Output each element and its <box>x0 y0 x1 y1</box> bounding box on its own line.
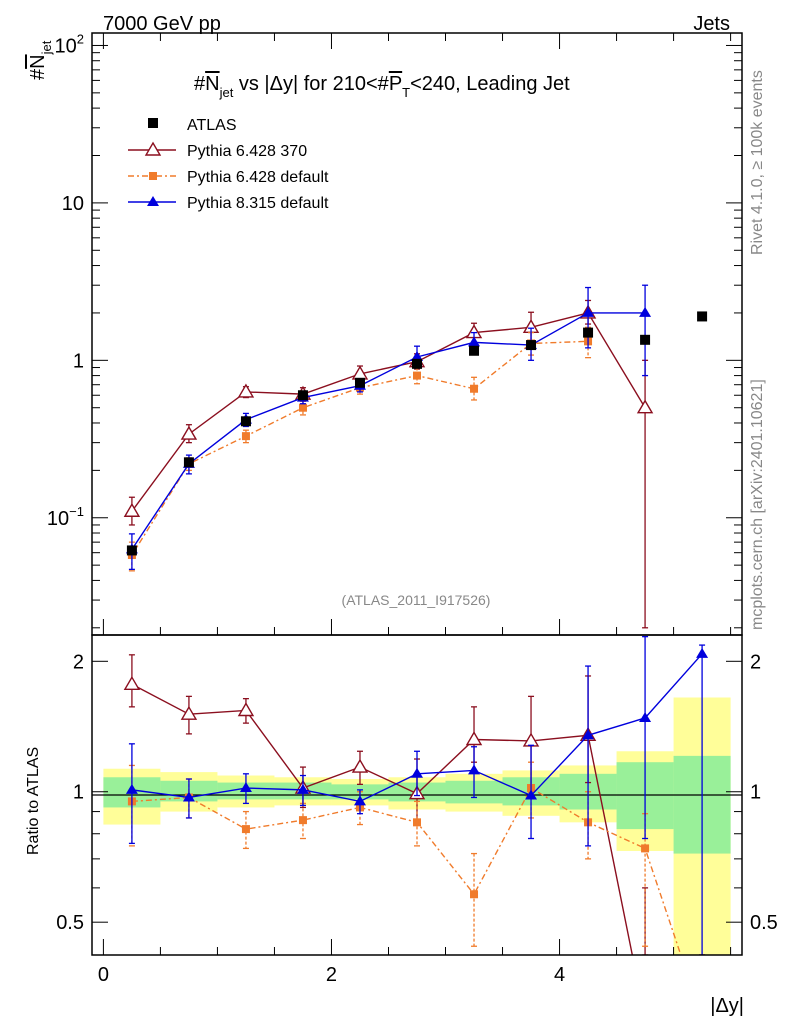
legend-py370-marker <box>144 141 162 156</box>
ratio-tick-label-left: 2 <box>73 651 84 673</box>
main-point-atlas <box>183 457 194 468</box>
legend-entry-pydef: Pythia 6.428 default <box>128 169 329 186</box>
main-point-py370 <box>636 399 654 414</box>
legend-entry-atlas: ATLAS <box>148 117 237 134</box>
main-point-pydef <box>241 432 250 441</box>
ratio-point-py8 <box>582 729 595 740</box>
ratio-point-py8 <box>696 647 709 658</box>
ratio-point-pydef <box>413 818 421 827</box>
ratio-tick-label-right: 0.5 <box>750 912 778 934</box>
ratio-point-py8 <box>296 783 309 794</box>
main-point-pydef <box>298 403 307 412</box>
ratio-tick-label-left: 1 <box>73 782 84 804</box>
main-point-py370 <box>180 425 198 440</box>
rivet-label: Rivet 4.1.0, ≥ 100k events <box>749 70 766 255</box>
svg-text:#Njet: #Njet <box>27 40 54 80</box>
ratio-point-pydef <box>241 825 250 834</box>
category-label: Jets <box>693 13 730 35</box>
ratio-point-pydef <box>641 844 650 853</box>
ratio-point-pydef <box>298 816 307 825</box>
legend-entry-py370: Pythia 6.428 370 <box>128 141 307 160</box>
main-point-py8 <box>639 306 652 317</box>
main-point-py8 <box>468 336 481 347</box>
ratio-tick-label-left: 0.5 <box>56 912 84 934</box>
energy-label: 7000 GeV pp <box>103 13 221 35</box>
main-axis-ticks: 10−1 1 10 102 <box>47 31 742 629</box>
main-point-atlas <box>126 545 137 556</box>
legend: ATLAS Pythia 6.428 370 Pythia 6.428 defa… <box>128 117 329 212</box>
legend-entry-py8: Pythia 8.315 default <box>128 195 329 212</box>
main-point-pydef <box>470 384 479 393</box>
ratio-ylabel: Ratio to ATLAS <box>25 747 42 855</box>
ratio-frame <box>91 634 743 956</box>
main-line-py370 <box>131 312 646 512</box>
ratio-point-py370 <box>465 731 483 746</box>
ratio-line-py370 <box>131 683 634 955</box>
main-point-atlas <box>583 327 594 338</box>
main-line-py8 <box>131 312 646 550</box>
main-point-atlas <box>526 340 537 351</box>
main-point-py370 <box>123 502 141 517</box>
main-tick-label: 102 <box>55 31 84 57</box>
main-point-py370 <box>237 383 255 398</box>
svg-text:ATLAS: ATLAS <box>187 117 237 134</box>
x-axis-ticks: 0 2 4 <box>98 33 732 986</box>
ratio-axis-ticks: 0.5 0.5 1 1 2 2 <box>56 651 778 934</box>
ratio-point-py8 <box>353 795 366 806</box>
x-axis-label: |Δy| <box>710 995 744 1017</box>
main-point-py8 <box>582 306 595 317</box>
ratio-series <box>123 635 709 955</box>
main-series <box>123 284 708 629</box>
svg-text:#Njet vs |Δy| for 210<#PT<240,: #Njet vs |Δy| for 210<#PT<240, Leading J… <box>194 73 570 100</box>
mcplots-label: mcplots.cern.ch [arXiv:2401.10621] <box>749 379 766 630</box>
main-ylabel: #Njet <box>27 40 54 80</box>
main-point-py8 <box>411 350 423 361</box>
plot-title: #Njet vs |Δy| for 210<#PT<240, Leading J… <box>194 73 570 100</box>
main-tick-label: 1 <box>73 350 84 372</box>
svg-text:Pythia 6.428 default: Pythia 6.428 default <box>187 169 329 186</box>
ratio-point-py8 <box>125 783 138 794</box>
analysis-watermark: (ATLAS_2011_I917526) <box>342 592 491 608</box>
title-obs: N <box>205 73 219 95</box>
ratio-point-py8 <box>525 789 538 800</box>
main-tick-label: 10−1 <box>47 504 84 530</box>
ratio-point-py8 <box>639 711 652 722</box>
ratio-point-py370 <box>123 675 141 690</box>
main-point-atlas <box>640 334 651 345</box>
ratio-point-pydef <box>470 890 479 899</box>
main-tick-label: 10 <box>62 193 84 215</box>
ratio-point-py8 <box>239 782 252 793</box>
main-point-atlas <box>697 311 708 322</box>
legend-atlas-marker <box>148 118 158 128</box>
x-tick-label: 2 <box>326 964 337 986</box>
ratio-point-py8 <box>411 767 423 778</box>
ratio-point-py370 <box>180 705 198 720</box>
ratio-point-py370 <box>237 702 255 717</box>
svg-text:Pythia 6.428 370: Pythia 6.428 370 <box>187 143 307 160</box>
main-point-atlas <box>469 345 480 356</box>
legend-py8-marker <box>147 196 159 206</box>
main-point-atlas <box>297 390 308 401</box>
x-tick-label: 4 <box>554 964 565 986</box>
main-point-atlas <box>412 358 422 369</box>
ratio-point-py8 <box>182 791 195 802</box>
main-point-pydef <box>413 371 421 380</box>
x-tick-label: 0 <box>98 964 109 986</box>
main-point-atlas <box>240 416 251 427</box>
legend-pydef-marker <box>149 172 157 180</box>
ratio-series-clipped <box>123 635 709 955</box>
main-point-atlas <box>354 377 365 388</box>
ratio-point-py370 <box>351 758 369 773</box>
ratio-point-py8 <box>468 764 481 775</box>
ratio-tick-label-right: 2 <box>750 651 761 673</box>
ratio-tick-label-right: 1 <box>750 782 761 804</box>
svg-text:Pythia 8.315 default: Pythia 8.315 default <box>187 195 329 212</box>
